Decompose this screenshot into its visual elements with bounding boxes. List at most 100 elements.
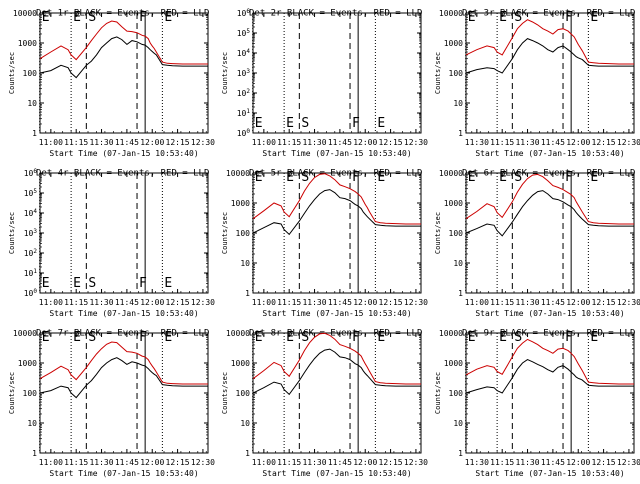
marker-label: F bbox=[565, 170, 573, 185]
marker-label: E bbox=[468, 10, 476, 25]
x-tick-label: 11:00 bbox=[465, 298, 489, 307]
x-tick-label: 12:15 bbox=[166, 298, 190, 307]
x-tick-label: 11:30 bbox=[465, 458, 489, 467]
x-tick-label: 11:15 bbox=[277, 298, 301, 307]
chart-panel-9: Det 9r BLACK = Events, RED = LLDCounts/s… bbox=[434, 329, 640, 479]
x-tick-label: 12:15 bbox=[166, 458, 190, 467]
y-tick-label: 1000 bbox=[18, 39, 37, 48]
y-tick-label: 10000 bbox=[13, 329, 37, 338]
y-tick-label: 100 bbox=[23, 389, 38, 398]
series-lld-line bbox=[465, 338, 634, 385]
marker-label: E bbox=[468, 330, 476, 345]
y-tick-label: 1 bbox=[245, 289, 250, 298]
marker-label: S bbox=[88, 330, 96, 345]
x-axis-label: Start Time (07-Jan-15 10:53:40) bbox=[262, 309, 411, 318]
y-tick-label: 100 bbox=[236, 389, 251, 398]
marker-label: F bbox=[352, 116, 360, 131]
x-tick-label: 12:00 bbox=[140, 138, 164, 147]
y-tick-label: 10 bbox=[453, 259, 463, 268]
marker-label: F bbox=[352, 330, 360, 345]
x-axis-label: Start Time (07-Jan-15 10:53:40) bbox=[262, 149, 411, 158]
y-tick-label: 105 bbox=[24, 188, 38, 198]
y-tick-label: 100 bbox=[24, 288, 38, 298]
y-tick-label: 104 bbox=[237, 48, 251, 58]
x-axis-label: Start Time (07-Jan-15 10:53:40) bbox=[262, 469, 411, 478]
marker-label: S bbox=[301, 170, 309, 185]
series-lld-line bbox=[39, 20, 208, 65]
series-events-line bbox=[39, 36, 208, 79]
chart-panel-3: Det 3r BLACK = Events, RED = LLDCounts/s… bbox=[434, 9, 640, 159]
x-tick-label: 12:30 bbox=[617, 458, 640, 467]
marker-label: F bbox=[139, 10, 147, 25]
x-tick-label: 12:00 bbox=[140, 458, 164, 467]
y-tick-label: 1000 bbox=[444, 199, 463, 208]
x-tick-label: 11:30 bbox=[89, 138, 113, 147]
marker-label: S bbox=[301, 116, 309, 131]
marker-label: F bbox=[565, 10, 573, 25]
y-axis-label: Counts/sec bbox=[434, 52, 442, 94]
x-axis-label: Start Time (07-Jan-15 10:53:40) bbox=[49, 309, 198, 318]
plot-frame bbox=[252, 172, 422, 294]
marker-label: E bbox=[42, 276, 50, 291]
y-tick-label: 104 bbox=[24, 208, 38, 218]
x-tick-label: 11:30 bbox=[89, 458, 113, 467]
marker-label: E bbox=[42, 10, 50, 25]
plot-frame bbox=[252, 332, 422, 454]
y-tick-label: 1000 bbox=[231, 359, 250, 368]
x-tick-label: 11:30 bbox=[515, 138, 539, 147]
x-tick-label: 12:30 bbox=[404, 298, 428, 307]
y-tick-label: 10000 bbox=[439, 329, 463, 338]
marker-label: S bbox=[88, 10, 96, 25]
marker-label: E bbox=[73, 276, 81, 291]
chart-panel-4: Det 4r BLACK = Events, RED = LLDCounts/s… bbox=[8, 168, 215, 318]
x-tick-label: 11:30 bbox=[302, 458, 326, 467]
x-tick-label: 11:00 bbox=[39, 138, 63, 147]
y-axis-label: Counts/sec bbox=[8, 212, 16, 254]
x-tick-label: 11:15 bbox=[490, 458, 514, 467]
y-tick-label: 100 bbox=[449, 229, 464, 238]
x-tick-label: 11:45 bbox=[328, 138, 352, 147]
y-axis-label: Counts/sec bbox=[221, 52, 229, 94]
x-tick-label: 11:30 bbox=[515, 298, 539, 307]
chart-panel-6: Det 6r BLACK = Events, RED = LLDCounts/s… bbox=[434, 169, 640, 319]
x-tick-label: 11:00 bbox=[252, 298, 276, 307]
marker-label: E bbox=[377, 170, 385, 185]
marker-label: E bbox=[164, 10, 172, 25]
y-tick-label: 101 bbox=[237, 108, 251, 118]
x-tick-label: 11:15 bbox=[490, 298, 514, 307]
marker-label: E bbox=[286, 330, 294, 345]
series-lld-line bbox=[39, 341, 208, 385]
plot-frame bbox=[252, 12, 422, 134]
x-axis-label: Start Time (07-Jan-15 10:53:40) bbox=[475, 149, 624, 158]
chart-panel-5: Det 5r BLACK = Events, RED = LLDCounts/s… bbox=[221, 169, 428, 319]
x-tick-label: 12:30 bbox=[404, 138, 428, 147]
plot-frame bbox=[39, 332, 209, 454]
y-tick-label: 100 bbox=[23, 69, 38, 78]
x-tick-label: 12:15 bbox=[166, 138, 190, 147]
marker-label: S bbox=[514, 170, 522, 185]
x-tick-label: 11:45 bbox=[328, 298, 352, 307]
y-tick-label: 1000 bbox=[231, 199, 250, 208]
y-tick-label: 1000 bbox=[444, 359, 463, 368]
marker-label: S bbox=[514, 330, 522, 345]
series-events-line bbox=[465, 359, 634, 394]
y-axis-label: Counts/sec bbox=[434, 372, 442, 414]
x-tick-label: 12:00 bbox=[353, 298, 377, 307]
x-axis-label: Start Time (07-Jan-15 10:53:40) bbox=[475, 309, 624, 318]
plot-frame bbox=[465, 332, 635, 454]
y-tick-label: 1 bbox=[458, 129, 463, 138]
chart-panel-2: Det 2r BLACK = Events, RED = LLDCounts/s… bbox=[221, 8, 428, 158]
marker-label: F bbox=[139, 330, 147, 345]
series-events-line bbox=[465, 190, 634, 237]
x-tick-label: 11:30 bbox=[89, 298, 113, 307]
x-tick-label: 12:30 bbox=[404, 458, 428, 467]
chart-panel-8: Det 8r BLACK = Events, RED = LLDCounts/s… bbox=[221, 329, 428, 479]
x-tick-label: 11:45 bbox=[328, 458, 352, 467]
x-tick-label: 11:45 bbox=[115, 138, 139, 147]
chart-panel-7: Det 7r BLACK = Events, RED = LLDCounts/s… bbox=[8, 329, 215, 479]
plot-frame bbox=[39, 12, 209, 134]
y-tick-label: 10000 bbox=[13, 9, 37, 18]
x-tick-label: 11:15 bbox=[490, 138, 514, 147]
series-events-line bbox=[39, 357, 208, 399]
